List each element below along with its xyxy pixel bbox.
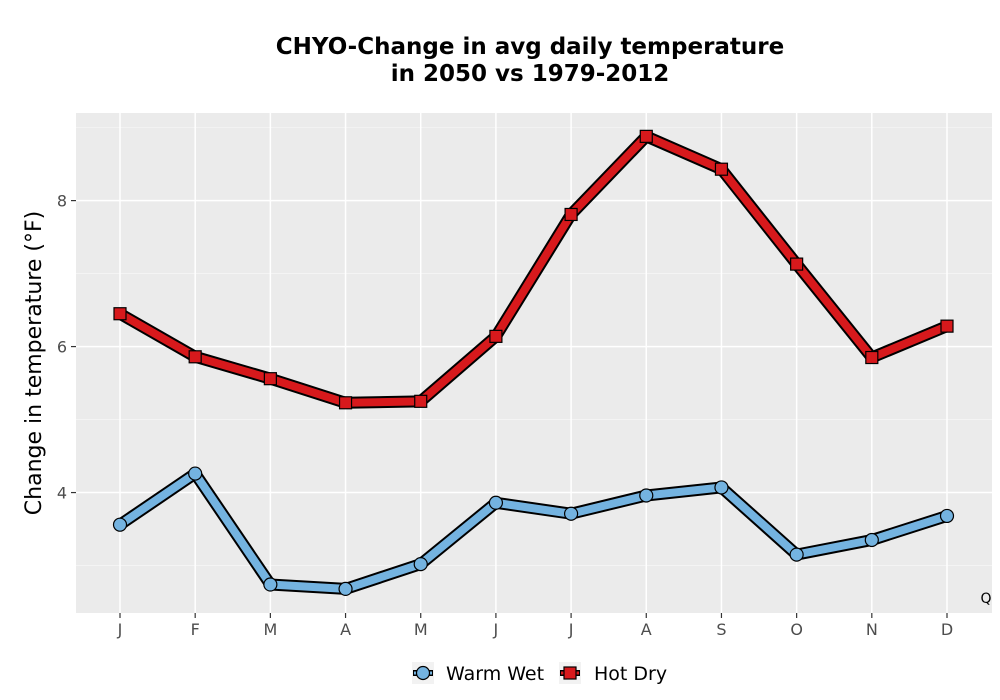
warm-wet-point — [714, 480, 729, 495]
x-tick-label: J — [568, 620, 574, 639]
hot-dry-point — [639, 129, 653, 143]
x-tick-label: S — [716, 620, 726, 639]
legend-label-hot-dry: Hot Dry — [594, 663, 667, 685]
warm-wet-line — [116, 469, 951, 593]
x-tick-label: A — [340, 620, 351, 639]
warm-wet-point — [263, 577, 278, 592]
warm-wet-point — [939, 508, 955, 524]
corner-label: Q — [980, 591, 991, 607]
warm-wet-point — [789, 547, 804, 562]
hot-dry-point — [113, 307, 127, 321]
x-tick-label: N — [866, 620, 878, 639]
x-tick-label: M — [414, 620, 428, 639]
legend-label-warm-wet: Warm Wet — [446, 663, 544, 685]
hot-dry-point — [865, 350, 879, 365]
warm-wet-point — [338, 581, 353, 597]
x-tick-label: O — [790, 620, 803, 639]
grid-lines — [76, 113, 992, 613]
axis-layer: 4 6 8 J F M A M J J A S O N D — [57, 192, 953, 639]
hot-dry-point — [338, 396, 353, 410]
legend-key-marker-hot-dry — [563, 666, 577, 680]
hot-dry-point — [414, 394, 428, 408]
x-tick-label: A — [641, 620, 652, 639]
hot-dry-point — [790, 257, 804, 271]
warm-wet-point — [112, 517, 128, 532]
y-tick-label: 4 — [57, 484, 67, 503]
hot-dry-point — [188, 350, 202, 364]
series-layer — [112, 129, 955, 597]
legend: Warm Wet Hot Dry — [412, 662, 667, 685]
hot-dry-point — [489, 329, 503, 343]
chart-title-line-2: in 2050 vs 1979-2012 — [391, 61, 670, 87]
chart-title-line-1: CHYO-Change in avg daily temperature — [276, 34, 785, 60]
x-tick-label: D — [941, 620, 953, 639]
x-tick-label: M — [263, 620, 277, 639]
y-tick-label: 8 — [57, 192, 67, 211]
warm-wet-point — [563, 506, 579, 521]
warm-wet-point — [639, 488, 654, 503]
legend-key-marker-warm-wet — [415, 665, 431, 681]
hot-dry-line — [116, 132, 951, 407]
warm-wet-point — [413, 556, 428, 572]
hot-dry-point — [940, 319, 954, 333]
warm-wet-point — [188, 466, 203, 481]
y-tick-label: 6 — [57, 338, 67, 357]
x-tick-label: F — [191, 620, 200, 639]
x-tick-label: J — [493, 620, 499, 639]
y-axis-label: Change in temperature (°F) — [22, 211, 47, 515]
x-tick-label: J — [117, 620, 123, 639]
warm-wet-point — [488, 495, 504, 510]
hot-dry-point — [714, 162, 729, 176]
hot-dry-point — [263, 372, 277, 386]
warm-wet-point — [864, 532, 879, 548]
hot-dry-point — [564, 207, 578, 222]
